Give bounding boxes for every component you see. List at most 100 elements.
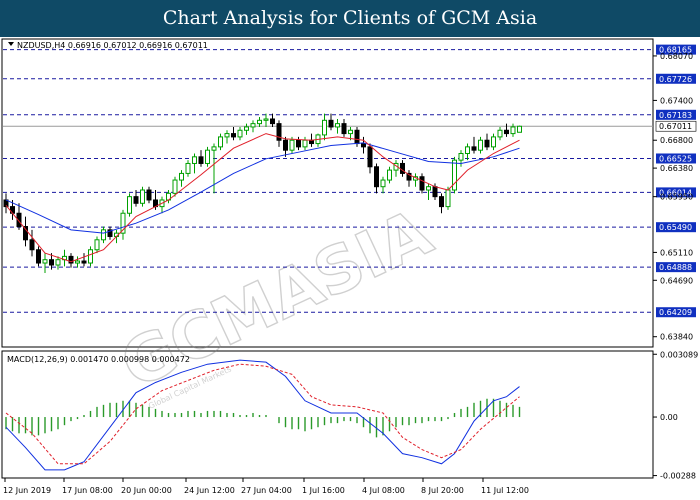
macd-tick-label: -0.00288 bbox=[660, 472, 696, 481]
candle bbox=[42, 253, 48, 273]
current-price-label: 0.67011 bbox=[659, 122, 692, 131]
macd-tick-label: 0.00 bbox=[660, 413, 678, 422]
candle-body bbox=[478, 139, 483, 151]
candle bbox=[16, 203, 22, 230]
candle bbox=[491, 133, 496, 151]
candle bbox=[263, 113, 269, 127]
candle-body bbox=[484, 139, 490, 148]
candle-body bbox=[445, 189, 451, 208]
candle-body bbox=[29, 239, 35, 251]
level-label: 0.66525 bbox=[659, 154, 692, 163]
candle-body bbox=[127, 196, 132, 214]
candle bbox=[497, 126, 503, 141]
candle bbox=[367, 143, 373, 174]
ma-fast-line bbox=[5, 133, 520, 263]
level-label: 0.65490 bbox=[659, 223, 692, 232]
candle-body bbox=[270, 118, 275, 125]
candle bbox=[49, 253, 54, 270]
candle-body bbox=[218, 136, 223, 148]
candle bbox=[185, 160, 191, 177]
candle bbox=[81, 253, 87, 267]
price-tick-label: 0.65950 bbox=[660, 193, 693, 202]
candle bbox=[179, 170, 184, 187]
candle bbox=[127, 193, 132, 217]
candle-body bbox=[465, 146, 470, 155]
level-label-badge bbox=[656, 109, 696, 120]
candle-body bbox=[192, 156, 197, 164]
candle-body bbox=[452, 159, 457, 191]
candle bbox=[94, 236, 100, 254]
time-tick-label: 24 Jun 12:00 bbox=[184, 486, 235, 495]
candle bbox=[36, 246, 41, 267]
candle bbox=[68, 253, 74, 268]
candle bbox=[504, 123, 509, 137]
candle bbox=[146, 186, 152, 204]
candle-body bbox=[55, 259, 61, 266]
candle-body bbox=[250, 123, 256, 128]
candle-body bbox=[380, 179, 386, 188]
level-label-badge bbox=[656, 187, 696, 198]
macd-info: MACD(12,26,9) 0.001470 0.000998 0.000472 bbox=[7, 355, 190, 364]
candle bbox=[101, 226, 106, 244]
candle bbox=[205, 146, 210, 167]
candle-body bbox=[179, 172, 184, 181]
time-tick-label: 17 Jun 08:00 bbox=[62, 486, 113, 495]
candle bbox=[374, 163, 379, 194]
candle-body bbox=[101, 229, 106, 241]
candle-body bbox=[205, 149, 210, 164]
dropdown-triangle-icon[interactable] bbox=[8, 42, 14, 46]
candle bbox=[341, 118, 347, 137]
candle-body bbox=[16, 212, 22, 228]
candle-body bbox=[140, 189, 145, 204]
candle-body bbox=[439, 196, 444, 208]
candle bbox=[231, 126, 236, 141]
candle bbox=[471, 136, 477, 154]
candle-body bbox=[36, 249, 41, 264]
candle bbox=[198, 150, 204, 167]
price-tick-label: 0.63840 bbox=[660, 333, 693, 342]
candle-body bbox=[23, 226, 28, 241]
time-tick-label: 27 Jun 04:00 bbox=[241, 486, 292, 495]
candle bbox=[439, 193, 444, 214]
candle bbox=[218, 133, 223, 151]
level-label: 0.67726 bbox=[659, 75, 692, 84]
price-tick-label: 0.66380 bbox=[660, 164, 693, 173]
candle-body bbox=[510, 126, 516, 135]
macd-tick-label: 0.003089 bbox=[660, 350, 698, 359]
candle-body bbox=[244, 126, 249, 131]
candle-body bbox=[341, 123, 347, 135]
candle-body bbox=[231, 133, 236, 138]
candle bbox=[419, 173, 425, 194]
candle bbox=[55, 256, 61, 270]
level-label: 0.64888 bbox=[659, 263, 692, 272]
candle-body bbox=[374, 166, 379, 188]
candle-body bbox=[94, 239, 100, 251]
candle bbox=[387, 166, 392, 184]
candle bbox=[192, 153, 197, 174]
candle bbox=[107, 226, 113, 240]
time-axis: 12 Jun 2019 17 Jun 08:00 20 Jun 00:00 24 Ju… bbox=[3, 478, 529, 495]
candle bbox=[406, 170, 412, 187]
price-tick-label: 0.66800 bbox=[660, 136, 693, 145]
candle-body bbox=[42, 259, 48, 264]
candle bbox=[484, 133, 490, 151]
candle-body bbox=[354, 129, 360, 145]
candle-body bbox=[81, 260, 87, 264]
time-tick-label: 12 Jun 2019 bbox=[3, 486, 51, 495]
time-tick-label: 20 Jun 00:00 bbox=[121, 486, 172, 495]
candle-body bbox=[302, 139, 308, 148]
price-tick-label: 0.65110 bbox=[660, 248, 693, 257]
price-panel-frame bbox=[1, 38, 654, 348]
candle bbox=[140, 186, 145, 207]
level-label: 0.68165 bbox=[659, 46, 692, 55]
candle-body bbox=[263, 118, 269, 121]
candle-body bbox=[289, 139, 295, 151]
candle-body bbox=[400, 162, 405, 174]
ma-slow-line bbox=[5, 142, 520, 234]
price-axis: 0.68070 0.67400 0.66800 0.66380 0.65950 0.651… bbox=[653, 52, 693, 342]
candle-body bbox=[432, 186, 438, 198]
price-tick-label: 0.64690 bbox=[660, 276, 693, 285]
candle bbox=[283, 136, 288, 157]
candle-body bbox=[146, 189, 152, 201]
candle-body bbox=[387, 169, 392, 181]
